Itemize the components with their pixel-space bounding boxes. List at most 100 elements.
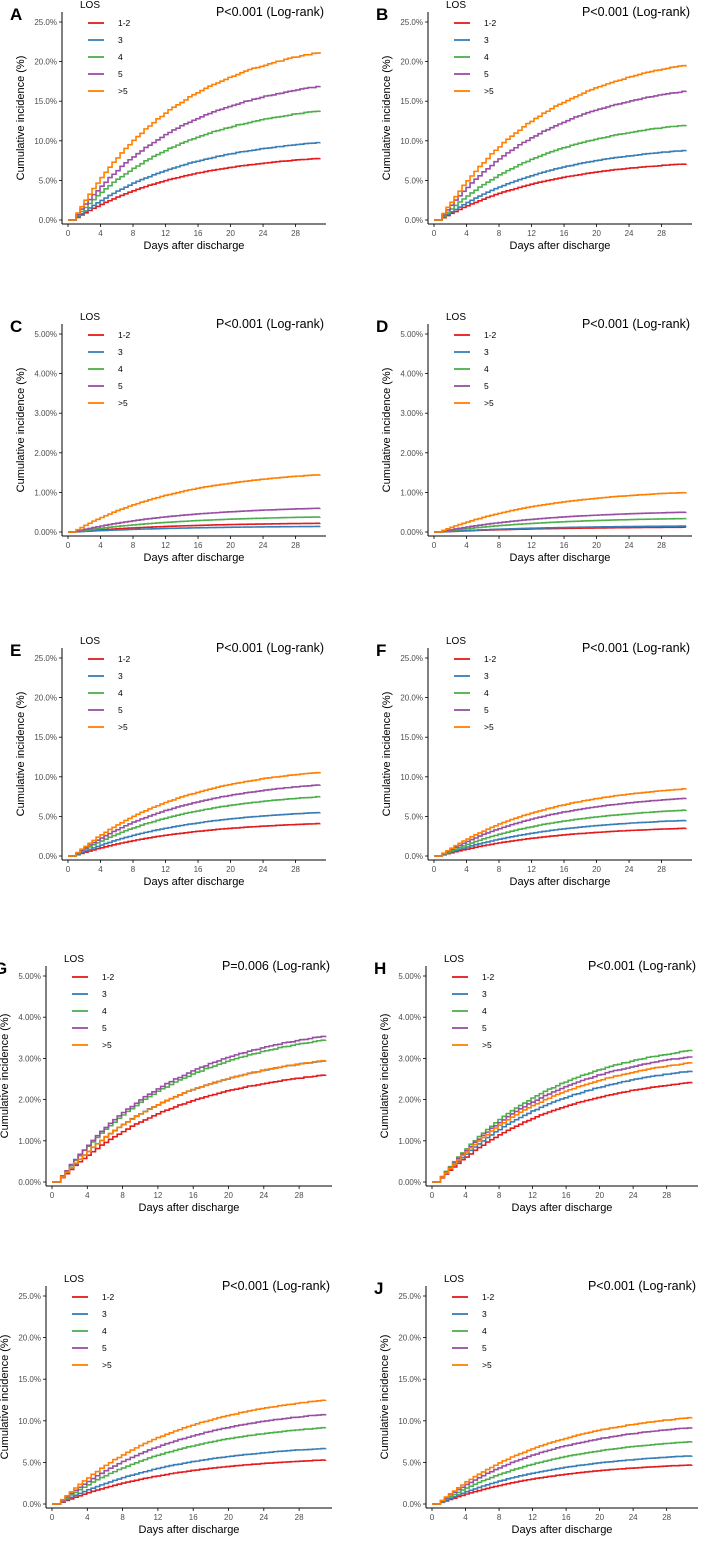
legend-label: 5 [482, 1023, 487, 1033]
series-line-1 [68, 525, 321, 533]
series-line-3 [68, 507, 321, 533]
y-tick-label: 15.0% [400, 97, 423, 106]
series-line-2 [434, 517, 687, 533]
x-tick-label: 0 [66, 229, 71, 238]
x-tick-label: 24 [629, 1191, 638, 1200]
y-tick-label: 15.0% [400, 733, 423, 742]
x-tick-label: 0 [432, 865, 437, 874]
legend-label: 1-2 [118, 330, 131, 340]
series-line-3 [434, 511, 687, 533]
y-tick-label: 20.0% [400, 694, 423, 703]
x-tick-label: 24 [625, 541, 634, 550]
legend-label: 4 [118, 364, 123, 374]
series-line-4 [434, 491, 687, 533]
y-tick-label: 0.0% [23, 1500, 41, 1509]
x-tick-label: 12 [528, 1513, 537, 1522]
y-tick-label: 0.00% [400, 528, 423, 537]
legend-label: 3 [484, 671, 489, 681]
panel-letter: D [376, 317, 388, 336]
legend-title: LOS [64, 1274, 84, 1285]
x-tick-label: 8 [131, 865, 136, 874]
x-tick-label: 4 [463, 1513, 468, 1522]
legend-label: 1-2 [484, 330, 497, 340]
legend-title: LOS [446, 0, 466, 11]
legend-label: >5 [482, 1360, 492, 1370]
x-tick-label: 20 [226, 541, 235, 550]
legend-label: 4 [482, 1006, 487, 1016]
legend-label: 5 [118, 705, 123, 715]
x-tick-label: 20 [226, 229, 235, 238]
series-line-0 [68, 522, 321, 533]
y-axis-title: Cumulative incidence (%) [15, 692, 27, 817]
series-line-4 [68, 52, 321, 221]
series-line-0 [68, 157, 321, 221]
x-tick-label: 20 [592, 865, 601, 874]
y-tick-label: 25.0% [400, 18, 423, 27]
x-tick-label: 16 [560, 541, 569, 550]
y-tick-label: 10.0% [400, 773, 423, 782]
legend-title: LOS [444, 1274, 464, 1285]
chart-panel-e: E 0.0% 5.0% 10.0% 15.0% 20.0% 25.0% 0 4 8 12 16 20 24… [10, 636, 326, 888]
x-tick-label: 24 [259, 541, 268, 550]
series-line-0 [52, 1074, 327, 1183]
legend-label: 1-2 [102, 972, 115, 982]
y-tick-label: 5.0% [39, 812, 57, 821]
x-tick-label: 20 [592, 229, 601, 238]
x-tick-label: 8 [120, 1191, 125, 1200]
legend-label: 1-2 [484, 18, 497, 28]
series-line-4 [432, 1416, 693, 1505]
legend-label: 1-2 [118, 18, 131, 28]
series-line-1 [432, 1455, 693, 1505]
legend-label: 4 [484, 52, 489, 62]
legend-label: >5 [118, 722, 128, 732]
series-line-4 [68, 771, 321, 857]
chart-panel-d: D 0.00% 1.00% 2.00% 3.00% 4.00% 5.00% 0 4 8 12 16 20… [376, 312, 692, 564]
x-axis-title: Days after discharge [510, 552, 611, 564]
y-tick-label: 15.0% [34, 97, 57, 106]
x-tick-label: 4 [464, 541, 469, 550]
y-tick-label: 10.0% [398, 1417, 421, 1426]
x-tick-label: 20 [226, 865, 235, 874]
series-line-0 [432, 1081, 693, 1183]
y-tick-label: 4.00% [400, 370, 423, 379]
y-tick-label: 15.0% [398, 1375, 421, 1384]
x-tick-label: 20 [592, 541, 601, 550]
series-line-1 [52, 1060, 327, 1183]
legend-label: 1-2 [102, 1292, 115, 1302]
y-tick-label: 25.0% [18, 1292, 41, 1301]
x-axis-title: Days after discharge [512, 1524, 613, 1536]
legend-label: >5 [482, 1040, 492, 1050]
legend-label: >5 [484, 722, 494, 732]
legend-label: >5 [484, 398, 494, 408]
panel-letter: J [374, 1279, 383, 1298]
y-tick-label: 0.00% [18, 1178, 41, 1187]
legend-label: 4 [102, 1006, 107, 1016]
legend-label: 5 [482, 1343, 487, 1353]
series-line-3 [432, 1056, 693, 1183]
legend-label: 5 [484, 381, 489, 391]
x-tick-label: 4 [464, 229, 469, 238]
x-tick-label: 0 [432, 229, 437, 238]
y-tick-label: 3.00% [34, 409, 57, 418]
x-tick-label: 28 [662, 1191, 671, 1200]
chart-panel-f: F 0.0% 5.0% 10.0% 15.0% 20.0% 25.0% 0 4 8 12 16 20 24… [376, 636, 692, 888]
x-axis-title: Days after discharge [512, 1202, 613, 1214]
y-tick-label: 3.00% [18, 1054, 41, 1063]
y-tick-label: 0.0% [39, 852, 57, 861]
y-tick-label: 1.00% [400, 488, 423, 497]
legend-label: 3 [102, 1309, 107, 1319]
panel-letter: E [10, 641, 21, 660]
x-tick-label: 8 [497, 229, 502, 238]
legend-label: 4 [118, 688, 123, 698]
x-tick-label: 12 [153, 1191, 162, 1200]
series-line-4 [434, 64, 687, 221]
series-line-1 [52, 1447, 327, 1505]
y-tick-label: 0.0% [405, 216, 423, 225]
chart-panel-g: G 0.00% 1.00% 2.00% 3.00% 4.00% 5.00% 0 4 8 12 16 20… [0, 954, 332, 1214]
series-line-2 [68, 795, 321, 857]
chart-panel-a: A 0.0% 5.0% 10.0% 15.0% 20.0% 25.0% 0 4 8 12 16 20 24… [10, 0, 326, 252]
x-tick-label: 4 [85, 1513, 90, 1522]
y-tick-label: 25.0% [34, 18, 57, 27]
series-line-2 [68, 516, 321, 533]
legend-title: LOS [446, 312, 466, 323]
